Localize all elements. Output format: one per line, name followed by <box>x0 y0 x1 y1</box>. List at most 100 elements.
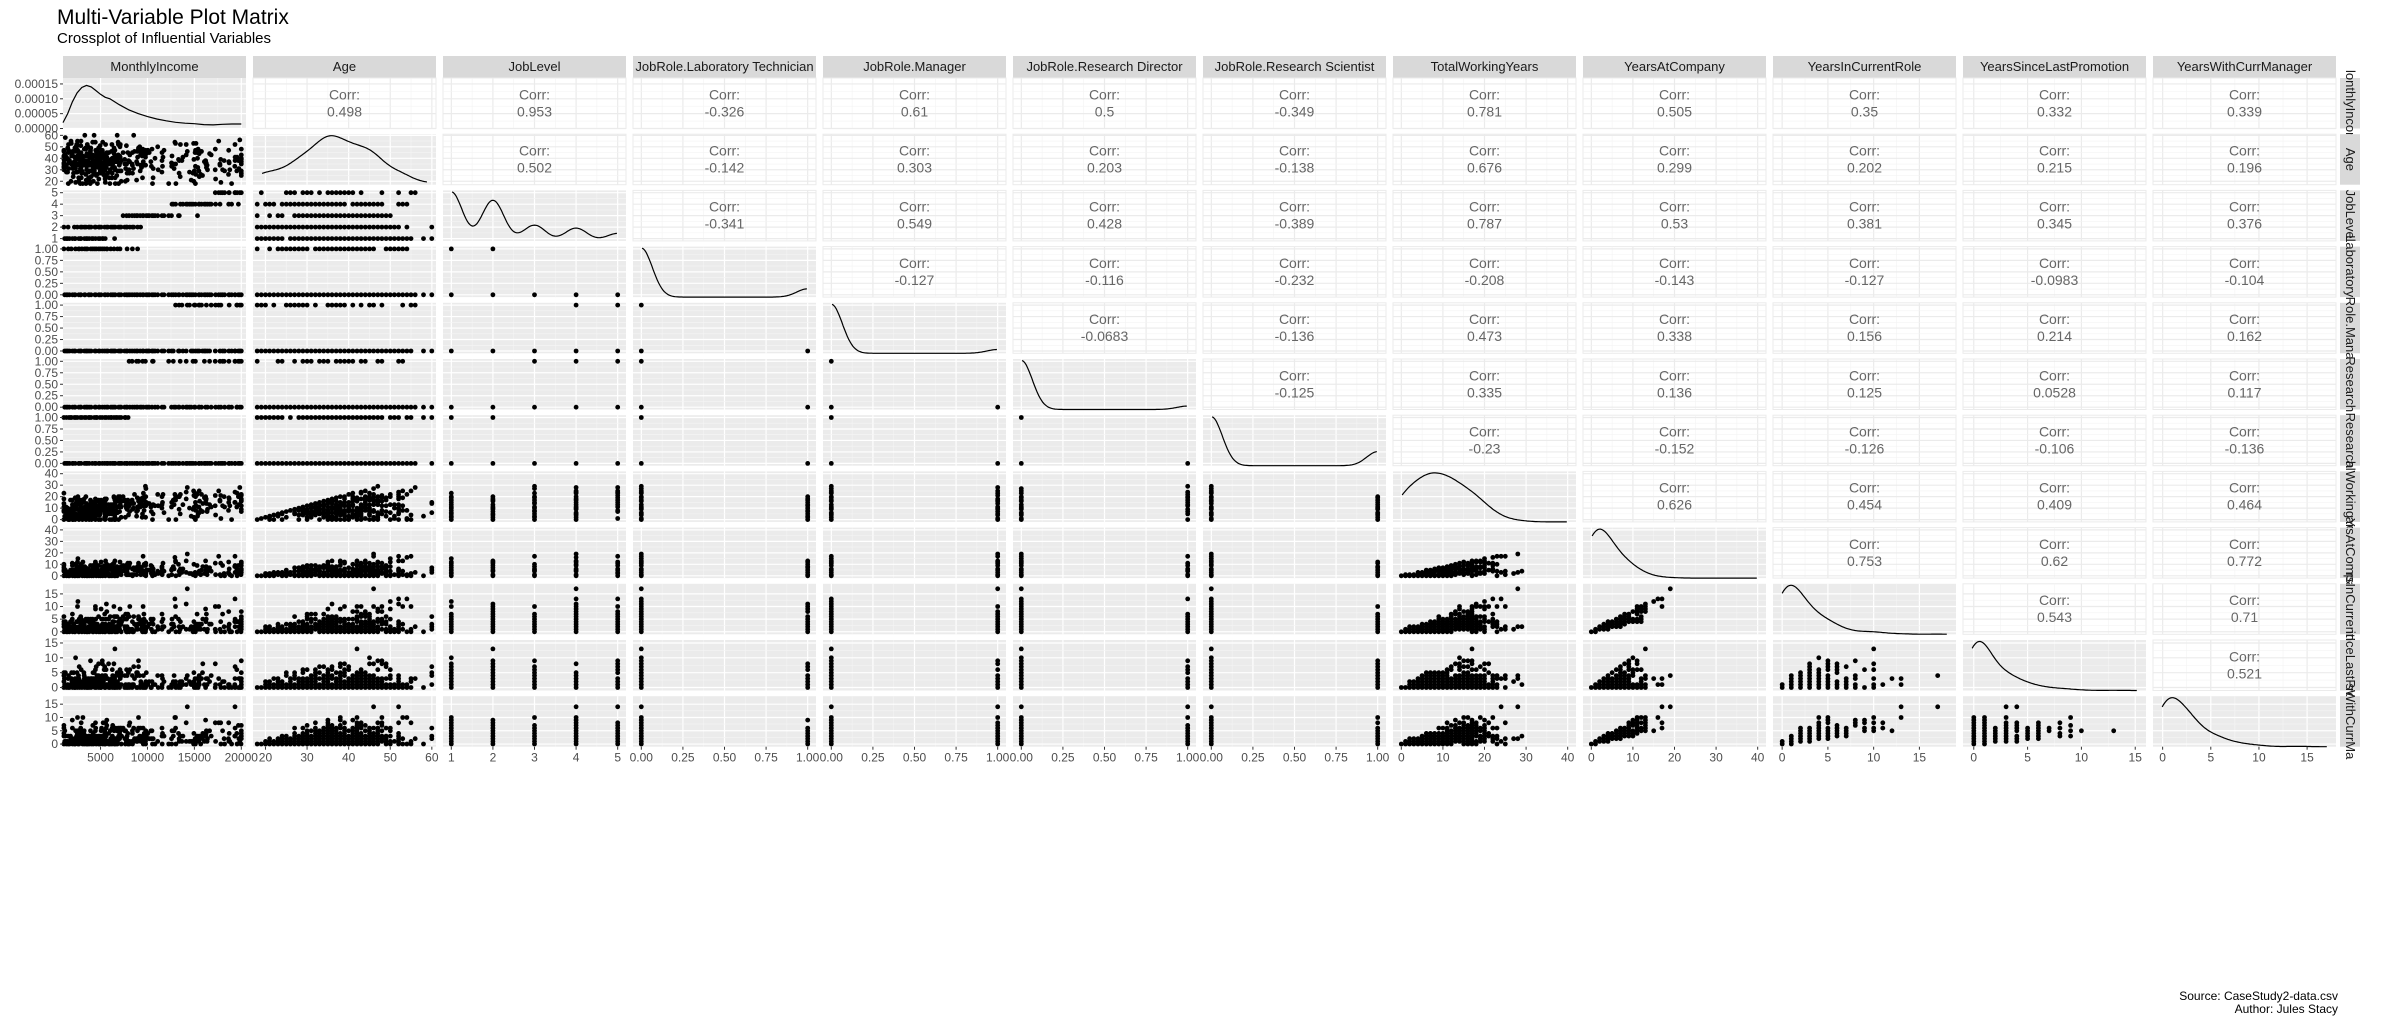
scatter-point <box>342 685 347 690</box>
scatter-point <box>573 616 579 622</box>
scatter-point <box>396 348 401 354</box>
scatter-point <box>1597 626 1602 632</box>
scatter-point <box>114 415 120 420</box>
scatter-point <box>184 302 190 308</box>
scatter-point <box>408 676 414 681</box>
scatter-point <box>367 246 372 252</box>
scatter-point <box>1477 619 1483 625</box>
scatter-point <box>321 573 327 579</box>
scatter-point <box>375 213 381 219</box>
scatter-point <box>292 292 297 298</box>
scatter-point <box>615 497 621 503</box>
scatter-point <box>100 139 106 145</box>
scatter-point <box>317 246 322 252</box>
scatter-point <box>358 679 364 684</box>
scatter-point <box>354 498 360 504</box>
scatter-point <box>1634 611 1640 617</box>
scatter-point <box>325 302 331 308</box>
scatter-point <box>350 494 356 500</box>
scatter-point <box>70 461 76 466</box>
corr-word: Corr: <box>1469 199 1500 215</box>
scatter-point <box>279 224 285 230</box>
panel <box>823 471 1006 522</box>
panel-background <box>2152 77 2337 129</box>
scatter-point <box>226 358 232 364</box>
scatter-point <box>638 655 644 661</box>
scatter-point <box>72 348 77 354</box>
scatter-point <box>1457 626 1462 632</box>
scatter-point <box>1465 560 1471 566</box>
corr-value: -0.142 <box>705 159 745 175</box>
scatter-point <box>396 596 401 602</box>
panel <box>1013 359 1196 411</box>
scatter-point <box>275 685 281 690</box>
scatter-point <box>1477 664 1483 670</box>
scatter-point <box>105 404 111 410</box>
scatter-point <box>383 404 389 410</box>
scatter-point <box>212 626 218 632</box>
scatter-point <box>61 624 67 630</box>
scatter-point <box>429 348 435 354</box>
scatter-point <box>150 166 156 172</box>
scatter-point <box>96 461 102 466</box>
scatter-point <box>183 348 189 354</box>
scatter-point <box>85 629 90 635</box>
column-strip <box>1963 56 2146 78</box>
scatter-point <box>183 570 189 575</box>
scatter-point <box>396 573 401 579</box>
scatter-point <box>638 619 644 625</box>
scatter-point <box>188 177 194 183</box>
scatter-point <box>995 551 1001 557</box>
scatter-point <box>379 415 385 420</box>
scatter-point <box>375 224 381 230</box>
scatter-point <box>329 558 335 564</box>
scatter-point <box>83 145 88 151</box>
scatter-point <box>109 142 115 147</box>
scatter-point <box>166 348 172 354</box>
panel: Corr:-0.0683 <box>1012 302 1197 354</box>
row-strip-label: Research <box>2343 413 2358 469</box>
scatter-point <box>267 404 272 410</box>
scatter-point <box>140 159 146 165</box>
scatter-point <box>78 292 84 298</box>
scatter-point <box>155 685 161 690</box>
scatter-point <box>116 494 121 500</box>
scatter-point <box>308 503 314 509</box>
scatter-point <box>67 404 72 410</box>
scatter-point <box>1486 685 1492 690</box>
scatter-point <box>171 673 177 678</box>
scatter-point <box>615 624 621 630</box>
panel <box>633 358 816 410</box>
scatter-point <box>180 292 186 298</box>
scatter-point <box>615 404 621 410</box>
scatter-point <box>638 516 644 521</box>
scatter-point <box>172 492 178 497</box>
scatter-point <box>279 511 285 517</box>
scatter-point <box>1436 567 1442 573</box>
corr-value: 0.953 <box>517 103 552 119</box>
panel <box>61 190 246 242</box>
scatter-point <box>288 292 293 298</box>
scatter-point <box>191 302 197 308</box>
column-strip <box>443 56 626 78</box>
scatter-point <box>275 513 281 519</box>
scatter-point <box>80 153 86 159</box>
scatter-point <box>404 236 410 242</box>
scatter-point <box>146 404 152 410</box>
scatter-point <box>532 358 537 364</box>
panel <box>1393 640 1576 691</box>
scatter-point <box>193 573 198 579</box>
scatter-point <box>1428 567 1433 573</box>
scatter-point <box>254 348 260 354</box>
scatter-point <box>325 213 331 219</box>
corr-value: 0.0528 <box>2033 384 2076 400</box>
scatter-point <box>1411 624 1417 630</box>
scatter-point <box>263 461 268 466</box>
scatter-point <box>638 646 644 652</box>
scatter-point <box>104 601 109 607</box>
scatter-point <box>408 685 414 690</box>
scatter-point <box>350 616 356 622</box>
scatter-point <box>254 224 260 230</box>
scatter-point <box>383 614 389 619</box>
panel <box>443 471 626 522</box>
